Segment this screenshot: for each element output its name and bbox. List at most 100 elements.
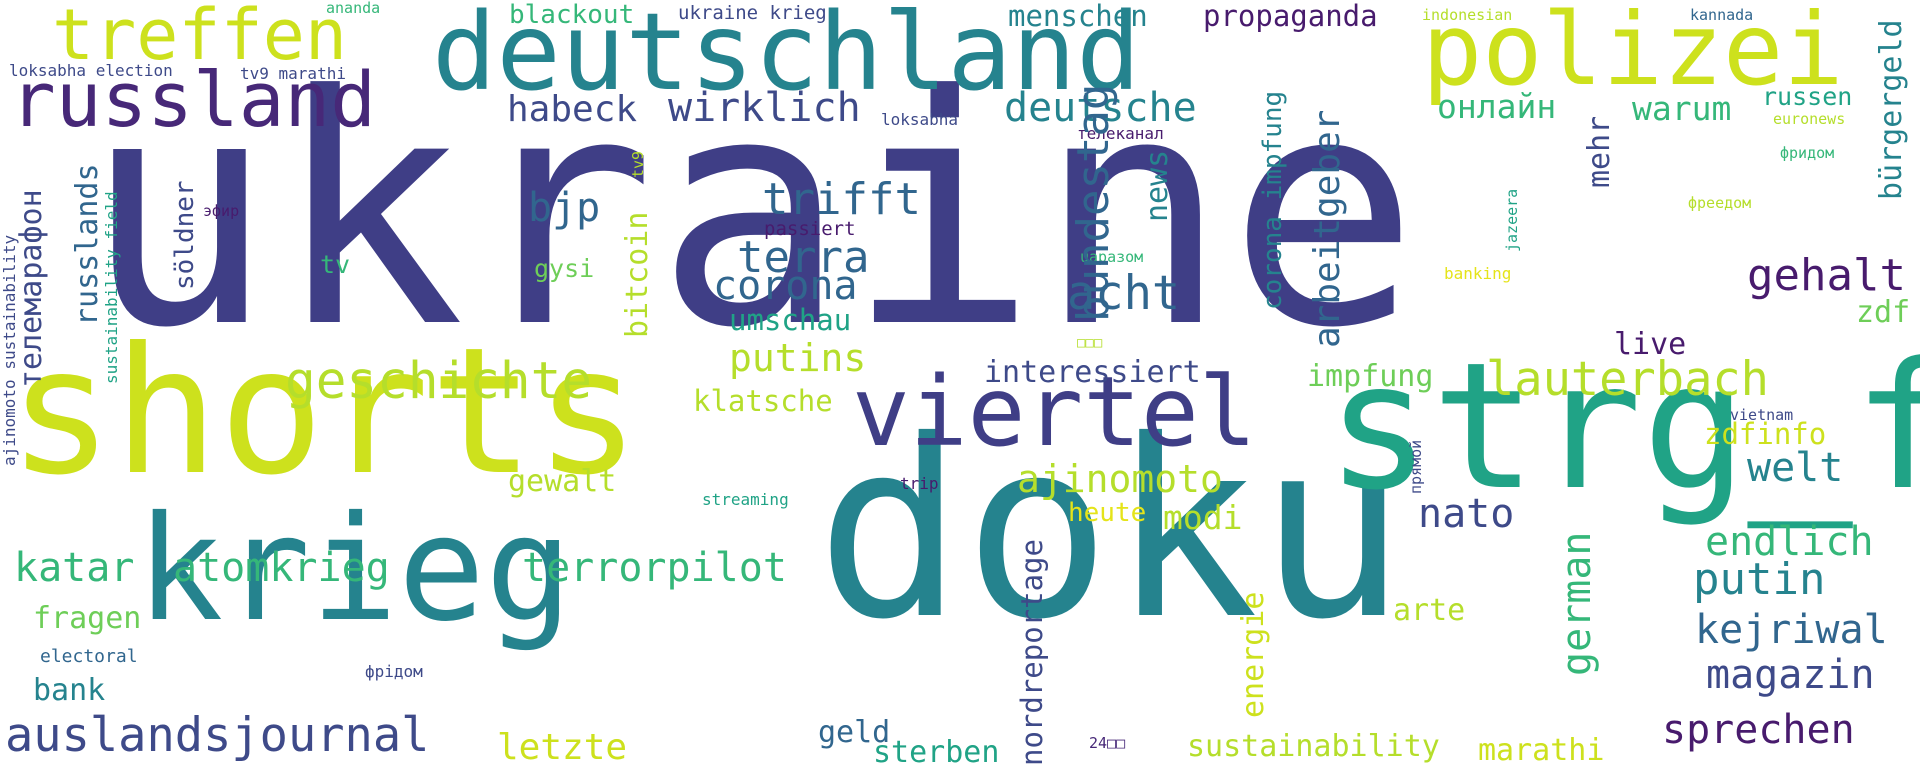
word-katar: katar [14,545,135,591]
word-blackout: blackout [509,0,635,30]
word-pryamoy: прямой [1407,439,1425,494]
word-telekanal: телеканал [1077,124,1164,143]
word-russland: russland [10,55,377,144]
word-news: news [1140,149,1175,222]
word-trip: trip [900,474,939,493]
word-arbeitgeber: arbeitgeber [1307,109,1348,348]
word-ajinomoto: ajinomoto [1017,457,1223,501]
word-bank: bank [33,673,106,708]
word-habeck: habeck [507,89,638,130]
word-mehr: mehr [1582,115,1617,188]
word-corona: corona [713,263,858,309]
word-endlich: endlich [1705,519,1874,565]
word-vietnam: vietnam [1730,406,1794,424]
word-live: live [1614,327,1687,362]
word-freedom-ru: фрeeдом [1688,194,1752,212]
word-sterben: sterben [873,735,1000,768]
word-terrorpilot: terrorpilot [522,545,787,591]
word-umschau: umschau [729,303,852,337]
word-lauterbach: lauterbach [1486,352,1769,407]
word-bjp: bjp [528,185,601,231]
word-gewalt: gewalt [508,464,617,499]
word-uarazom: uаразом [1080,248,1144,266]
word-russen: russen [1762,82,1853,111]
word-euronews: euronews [1773,110,1846,128]
word-fragen: fragen [33,601,142,636]
word-kejriwal: kejriwal [1695,607,1888,653]
word-deutsche: deutsche [1004,85,1197,131]
word-zdf: zdf [1856,295,1911,330]
word-heute: heute [1068,498,1147,528]
word-kannada: kannada [1690,6,1754,24]
word-putin: putin [1693,554,1826,605]
word-banking: banking [1444,264,1512,283]
word-modi: modi [1163,498,1243,537]
word-energie: energie [1236,591,1271,718]
word-strg-f: strg_f [1326,326,1920,529]
word-onlayn: онлайн [1437,87,1557,126]
word-sustainability-field: sustainability field [102,191,121,384]
word-german: german [1554,531,1600,677]
word-fridom-ru: фридом [1780,144,1835,162]
word-corona-impfung: corona impfung [1258,90,1288,310]
word-fridom-uk: фрідом [365,662,423,681]
word-sustainability: sustainability [1187,729,1440,764]
word-impfung: impfung [1307,359,1434,394]
word-menschen: menschen [1008,0,1148,33]
word-wirklich: wirklich [668,85,861,131]
word-warum: warum [1632,89,1732,128]
word-glyphs-1: □□□ [1077,335,1103,351]
word-viertel: viertel [852,356,1257,468]
word-propaganda: propaganda [1203,0,1378,33]
word-nordreportage: nordreportage [1015,539,1049,766]
word-letzte: letzte [497,727,628,768]
word-telemarafon: телемарафон [14,189,49,388]
word-magazin: magazin [1706,652,1875,698]
word-soeldner: söldner [170,180,200,290]
word-marathi: marathi [1478,733,1605,768]
word-ananda: ananda [326,0,381,17]
word-terra: terra [737,232,870,283]
word-sprechen: sprechen [1662,707,1855,753]
word-gehalt: gehalt [1747,250,1906,301]
word-doku: doku [816,388,1407,673]
word-nato: nato [1418,491,1515,537]
word-russlands: russlands [70,163,105,326]
word-indonesian: indonesian [1422,6,1513,24]
word-trifft: trifft [762,174,921,225]
word-loksabha: loksabha [881,110,959,129]
word-tv9-marathi: tv9 marathi [240,64,346,83]
word-tv: tv [320,250,351,279]
word-treffen: treffen [52,0,348,76]
word-interessiert: interessiert [984,355,1201,390]
word-loksabha-election: loksabha election [9,61,173,80]
word-acht: acht [1067,266,1181,321]
word-efir: эфир [203,202,240,220]
word-deutschland: deutschland [432,0,1141,115]
word-atomkrieg: atomkrieg [173,545,390,591]
word-streaming: streaming [702,490,789,509]
word-tv9: tv9 [629,150,647,178]
word-geld: geld [818,715,891,750]
word-zdfinfo: zdfinfo [1704,417,1827,451]
word-buergergeld: bürgergeld [1874,19,1909,200]
word-jazeera: jazeera [1503,188,1521,252]
word-bundestag: bundestag [1068,83,1119,322]
word-welt: welt [1747,445,1844,491]
word-klatsche: klatsche [693,384,833,418]
word-auslandsjournal: auslandsjournal [5,708,430,763]
word-krieg: krieg [136,485,573,654]
word-polizei: polizei [1422,0,1844,108]
word-ukraine: ukraine [83,28,1419,397]
word-gysi: gysi [534,254,595,283]
word-geschichte: geschichte [285,352,593,411]
word-glyphs-24: 24□□ [1089,734,1126,752]
word-putins: putins [729,336,867,380]
word-shorts: shorts [8,311,641,514]
word-electoral: electoral [40,646,138,667]
word-ukraine-krieg: ukraine krieg [678,2,827,24]
word-bitcoin: bitcoin [620,211,655,338]
word-arte: arte [1393,593,1466,628]
word-passiert: passiert [764,218,856,240]
